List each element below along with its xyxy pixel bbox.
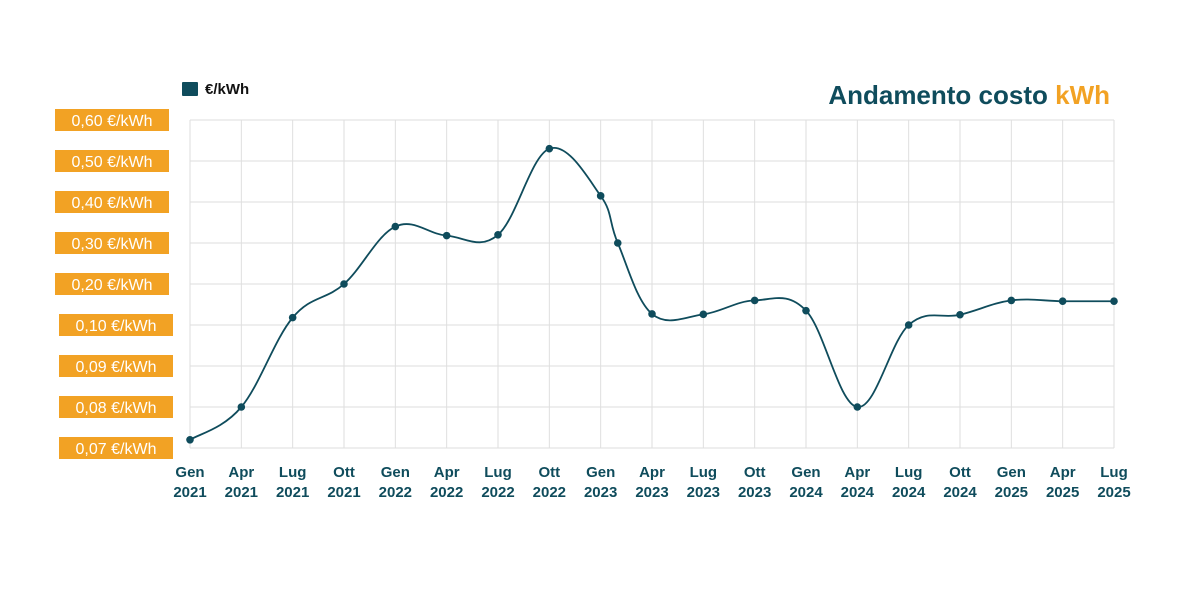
legend-label: €/kWh [205,81,249,98]
data-points [186,144,1118,444]
x-tick-label: Lug 2022 [481,464,514,501]
data-point [391,222,400,231]
grid [189,119,1115,449]
x-tick-label: Apr 2022 [430,464,463,501]
data-point [1058,297,1067,306]
y-tick-label: 0,60 €/kWh [55,109,169,131]
x-tick-label: Ott 2022 [533,464,566,501]
chart-title: Andamento costo kWh [828,80,1110,110]
y-tick-badge [59,314,173,336]
data-point [956,310,964,319]
y-tick-text: 0,09 €/kWh [76,359,157,376]
x-tick-label: Apr 2023 [635,464,668,501]
y-tick-badge [55,109,169,131]
y-tick-badge [55,150,169,172]
data-point [699,310,708,319]
y-tick-label: 0,08 €/kWh [59,396,173,418]
x-tick-label: Lug 2023 [687,464,720,501]
data-point [442,231,451,240]
data-point [648,310,656,318]
chart-title-accent: kWh [1055,80,1110,110]
y-tick-label: 0,10 €/kWh [59,314,173,336]
x-tick-label: Gen 2025 [995,464,1028,501]
y-tick-badge [55,232,169,254]
data-point [750,296,759,305]
y-tick-label: 0,07 €/kWh [59,437,173,459]
y-tick-label: 0,20 €/kWh [55,273,169,295]
x-tick-label: Lug 2021 [276,464,309,501]
x-tick-label: Ott 2023 [738,464,771,501]
y-tick-badge [59,437,173,459]
data-point [904,321,913,329]
data-point [545,144,554,153]
x-tick-label: Gen 2022 [379,464,412,501]
x-tick-label: Lug 2025 [1097,464,1130,501]
x-tick-label: Gen 2023 [584,464,617,501]
y-tick-label: 0,30 €/kWh [55,232,169,254]
data-point [613,239,622,247]
data-point [596,192,605,200]
x-tick-label: Ott 2024 [943,464,977,501]
x-tick-label: Apr 2021 [225,464,258,501]
data-point [1007,296,1016,305]
x-tick-label: Apr 2025 [1046,464,1079,501]
data-point [853,403,862,411]
data-point [494,231,502,239]
y-tick-badge [59,355,173,377]
y-tick-label: 0,50 €/kWh [55,150,169,172]
y-tick-text: 0,30 €/kWh [72,236,153,253]
x-axis-labels: Gen 2021 Apr 2021 Lug 2021 Ott 2021 Gen 2022 Apr 20… [173,464,1130,501]
x-tick-label: Lug 2024 [892,464,926,501]
y-tick-badge [55,273,169,295]
data-point [1110,297,1118,306]
x-tick-label: Ott 2021 [327,464,360,501]
y-tick-text: 0,60 €/kWh [72,113,153,130]
data-point [186,436,194,444]
data-point [288,313,297,322]
y-tick-text: 0,40 €/kWh [72,195,153,212]
y-tick-text: 0,07 €/kWh [76,441,157,458]
y-axis-labels: 0,07 €/kWh 0,08 €/kWh 0,09 €/kWh 0,10 €/kWh… [55,109,173,459]
y-tick-badge [59,396,173,418]
data-point [237,403,246,411]
x-tick-label: Apr 2024 [841,464,875,501]
x-tick-label: Gen 2021 [173,464,206,501]
data-point [802,306,810,315]
y-tick-label: 0,40 €/kWh [55,191,169,213]
data-point [340,280,348,288]
y-tick-text: 0,20 €/kWh [72,277,153,294]
y-tick-text: 0,10 €/kWh [76,318,157,335]
y-tick-text: 0,08 €/kWh [76,400,157,417]
y-tick-badge [55,191,169,213]
x-tick-label: Gen 2024 [789,464,823,501]
y-tick-label: 0,09 €/kWh [59,355,173,377]
legend-swatch [182,82,198,96]
chart-title-main: Andamento costo [828,80,1055,110]
y-tick-text: 0,50 €/kWh [72,154,153,171]
